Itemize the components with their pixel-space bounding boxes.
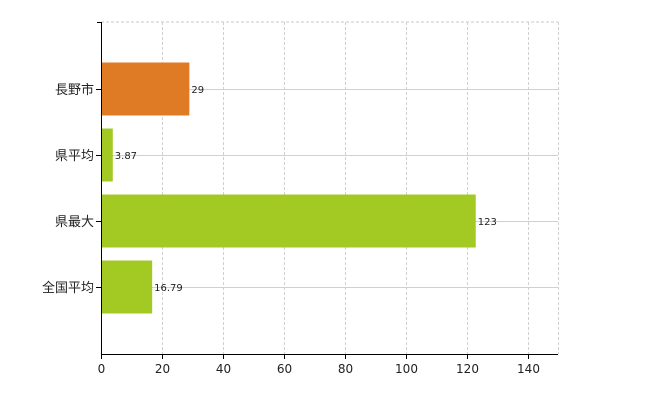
bar: [101, 260, 153, 314]
x-tick-label: 20: [155, 362, 170, 376]
x-tick-label: 60: [277, 362, 292, 376]
bar: [101, 128, 113, 182]
x-tick-label: 140: [517, 362, 540, 376]
bar: [101, 194, 476, 248]
category-label: 県最大: [55, 215, 94, 230]
x-tick-label: 120: [456, 362, 479, 376]
category-label: 県平均: [55, 149, 94, 164]
x-tick-label: 80: [338, 362, 353, 376]
data-label: 16.79: [154, 283, 183, 294]
category-label: 全国平均: [42, 280, 94, 296]
data-label: 29: [191, 85, 204, 96]
category-label: 長野市: [55, 82, 94, 98]
data-label: 3.87: [115, 151, 137, 162]
bar: [101, 62, 190, 116]
bars: [101, 62, 476, 314]
data-label: 123: [478, 217, 497, 228]
x-tick-label: 40: [216, 362, 231, 376]
x-tick-label: 100: [395, 362, 418, 376]
labels: 29 長野市 3.87 県平均 123 県最大 16.79 全国平均 0 20 40 60 80 100 1…: [42, 82, 540, 376]
axes: [96, 22, 558, 359]
x-tick-label: 0: [98, 362, 106, 376]
